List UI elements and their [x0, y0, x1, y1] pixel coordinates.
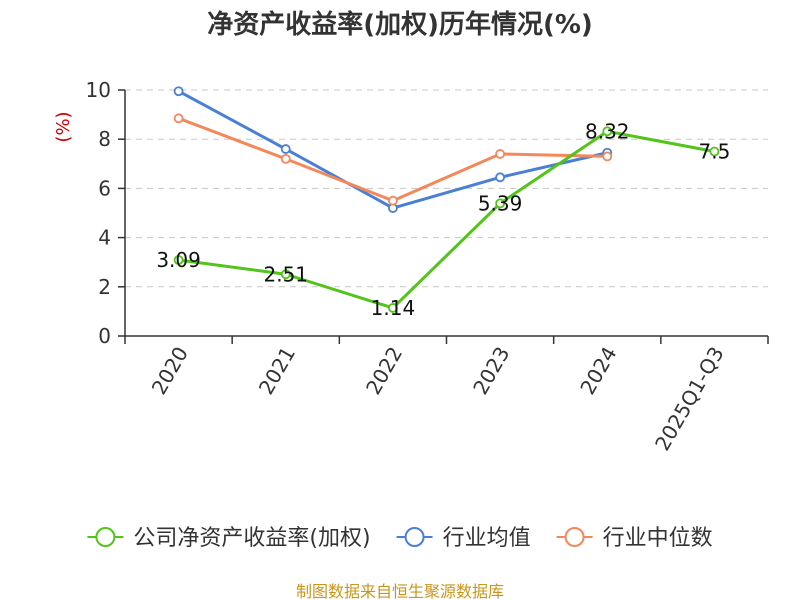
series-line	[177, 89, 609, 210]
data-point[interactable]	[709, 146, 720, 157]
legend-item-0[interactable]: 公司净资产收益率(加权)	[87, 526, 371, 551]
series-0	[173, 126, 720, 313]
data-point[interactable]	[280, 269, 291, 280]
y-tick-label: 6	[98, 176, 111, 200]
legend[interactable]: 公司净资产收益率(加权) 行业均值 行业中位数	[87, 526, 713, 551]
y-tick-label: 8	[98, 127, 111, 151]
legend-circle-icon	[95, 527, 116, 547]
data-point[interactable]	[173, 86, 184, 97]
legend-label: 公司净资产收益率(加权)	[133, 526, 370, 551]
data-label: 5.39	[478, 191, 523, 215]
x-tick-label: 2025Q1-Q3	[650, 343, 729, 455]
y-tick-label: 4	[98, 226, 111, 250]
legend-item-1[interactable]: 行业均值	[396, 526, 531, 551]
legend-circle-icon	[404, 527, 425, 547]
data-point[interactable]	[495, 172, 505, 183]
x-tick-label: 2023	[468, 343, 514, 399]
legend-label: 行业均值	[443, 526, 531, 551]
x-tick-label: 2020	[147, 343, 193, 399]
data-point[interactable]	[388, 303, 398, 313]
series-lines	[173, 86, 720, 313]
data-label: 3.09	[156, 248, 201, 272]
source-footer: 制图数据来自恒生聚源数据库	[296, 582, 504, 600]
data-point[interactable]	[280, 144, 291, 154]
legend-label: 行业中位数	[603, 526, 713, 551]
y-tick-label: 10	[86, 78, 111, 102]
data-point[interactable]	[602, 151, 613, 162]
data-point[interactable]	[602, 126, 613, 137]
series-line	[177, 129, 716, 310]
data-point[interactable]	[388, 195, 398, 206]
y-axis-label: (%)	[53, 111, 74, 142]
x-tick-label: 2022	[361, 343, 407, 399]
data-point[interactable]	[495, 149, 505, 159]
data-point[interactable]	[173, 255, 184, 265]
chart-title: 净资产收益率(加权)历年情况(%)	[207, 9, 593, 40]
series-1	[173, 86, 613, 213]
data-point[interactable]	[495, 198, 505, 209]
series-2	[173, 113, 613, 206]
data-point[interactable]	[173, 113, 184, 124]
x-tick-label: 2024	[575, 343, 621, 399]
legend-item-2[interactable]: 行业中位数	[556, 526, 713, 551]
data-label: 2.51	[263, 262, 308, 286]
x-tick-label: 2021	[254, 343, 300, 399]
data-point[interactable]	[280, 153, 291, 164]
data-label: 1.14	[371, 296, 416, 320]
gridlines	[125, 89, 768, 288]
y-tick-label: 0	[98, 324, 111, 348]
data-labels: 3.09 2.51 1.14 5.39 8.32 7.5	[156, 119, 730, 320]
data-label: 8.32	[585, 119, 630, 143]
data-label: 7.5	[699, 140, 731, 164]
legend-circle-icon	[564, 527, 585, 547]
y-tick-label: 2	[98, 275, 111, 299]
